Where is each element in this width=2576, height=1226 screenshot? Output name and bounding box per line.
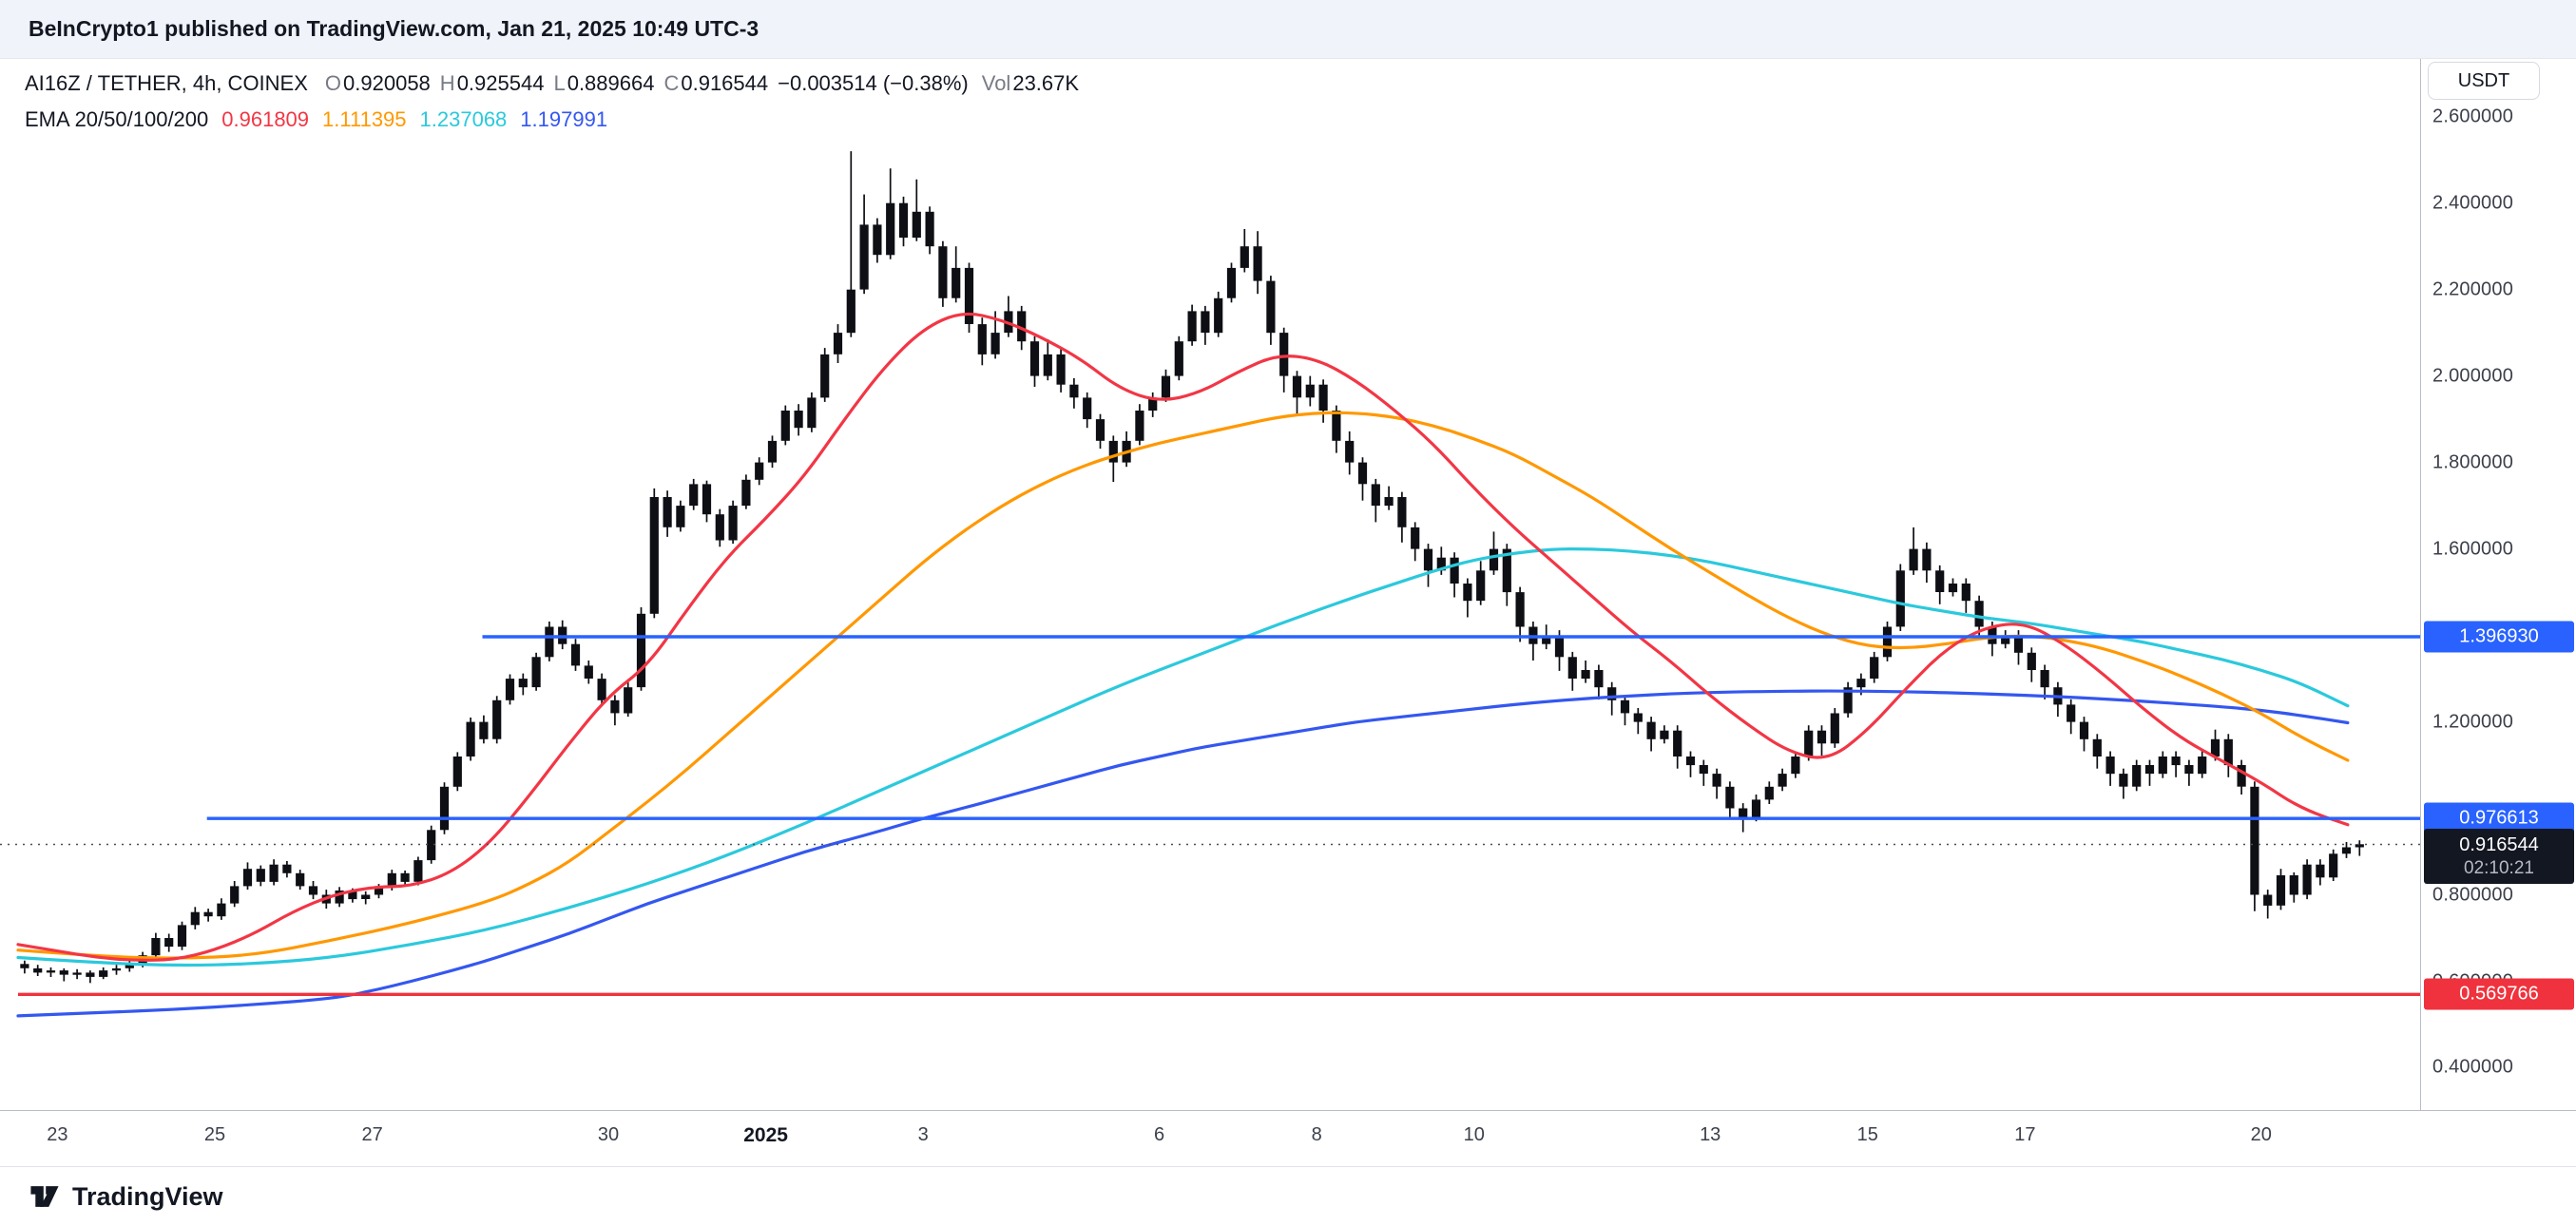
ema-indicator-label[interactable]: EMA 20/50/100/200 [25, 107, 209, 131]
time-tick-label: 25 [203, 1124, 226, 1145]
ema20-line [16, 312, 2350, 962]
ohlc-item: H0.925544 [439, 71, 545, 95]
ema50-line [16, 411, 2350, 960]
time-tick-label: 3 [917, 1124, 929, 1145]
chart-area: AI16Z / TETHER, 4h, COINEX O0.920058 H0.9… [0, 59, 2576, 1166]
ema-indicator-row: EMA 20/50/100/200 0.961809 1.111395 1.2370… [25, 103, 1088, 137]
price-tick-label: 2.000000 [2432, 365, 2514, 387]
chart-legend: AI16Z / TETHER, 4h, COINEX O0.920058 H0.9… [25, 67, 1088, 137]
ema100-line [16, 547, 2350, 967]
ema-lines [16, 312, 2350, 1018]
current-price-badge: 0.916544 02:10:21 [2424, 828, 2574, 885]
price-axis[interactable]: 2.600000 2.400000 2.200000 2.000000 1.800000… [2420, 59, 2576, 1110]
tradingview-logo-icon[interactable] [29, 1182, 61, 1211]
ema-value: 1.237068 [419, 107, 508, 131]
candle-countdown: 02:10:21 [2464, 857, 2534, 878]
price-tick-label: 2.600000 [2432, 105, 2514, 127]
time-tick-label: 23 [47, 1124, 68, 1145]
ohlc-item: O0.920058 [324, 71, 431, 95]
time-tick-label: 17 [2014, 1124, 2036, 1145]
ema200-line [16, 689, 2350, 1018]
time-tick-label: 27 [361, 1124, 383, 1145]
time-axis[interactable]: 23 25 27 30 2025 3 6 8 10 13 15 17 20 [0, 1110, 2576, 1166]
ema-value: 0.961809 [221, 107, 310, 131]
tradingview-brand-text[interactable]: TradingView [72, 1181, 223, 1211]
price-tick-label: 1.200000 [2432, 711, 2514, 733]
ema-values: 0.961809 1.111395 1.237068 1.197991 [221, 107, 621, 132]
time-tick-label: 30 [597, 1124, 620, 1145]
currency-toggle-button[interactable]: USDT [2428, 62, 2540, 100]
level-lines [0, 635, 2420, 996]
time-tick-label: 8 [1311, 1124, 1322, 1145]
ohlc-item: L0.889664 [553, 71, 655, 95]
candles-series [20, 151, 2364, 984]
price-tick-label: 0.800000 [2432, 884, 2514, 906]
symbol-info-row: AI16Z / TETHER, 4h, COINEX O0.920058 H0.9… [25, 67, 1088, 101]
time-tick-label: 20 [2250, 1124, 2272, 1145]
price-tick-label: 1.600000 [2432, 538, 2514, 560]
price-tick-label: 2.400000 [2432, 192, 2514, 214]
time-tick-label: 10 [1463, 1124, 1485, 1145]
price-level-badge[interactable]: 1.396930 [2424, 621, 2574, 653]
volume-item: Vol23.67K [982, 71, 1079, 96]
time-tick-label: 13 [1700, 1124, 1721, 1145]
ema-value: 1.197991 [520, 107, 608, 131]
ohlc-item: C0.916544 [663, 71, 769, 95]
price-tick-label: 1.800000 [2432, 451, 2514, 473]
ema-value: 1.111395 [322, 107, 407, 131]
price-level-badge[interactable]: 0.569766 [2424, 978, 2574, 1010]
symbol-title[interactable]: AI16Z / TETHER, 4h, COINEX [25, 71, 308, 95]
volume-value: 23.67K [1012, 71, 1080, 95]
attribution-text: BeInCrypto1 published on TradingView.com… [29, 16, 759, 41]
attribution-bar: BeInCrypto1 published on TradingView.com… [0, 0, 2576, 59]
ohlc-values: O0.920058 H0.925544 L0.889664 C0.916544 [325, 71, 778, 96]
footer-bar: TradingView [0, 1166, 2576, 1226]
change-value: −0.003514 (−0.38%) [778, 71, 969, 95]
price-tick-label: 0.400000 [2432, 1056, 2514, 1078]
time-tick-label: 6 [1154, 1124, 1165, 1145]
time-tick-label: 2025 [743, 1124, 788, 1146]
price-chart[interactable] [0, 59, 2420, 1110]
time-tick-label: 15 [1856, 1124, 1878, 1145]
volume-label: Vol [981, 71, 1011, 95]
price-tick-label: 2.200000 [2432, 278, 2514, 300]
current-price-value: 0.916544 [2459, 833, 2539, 855]
